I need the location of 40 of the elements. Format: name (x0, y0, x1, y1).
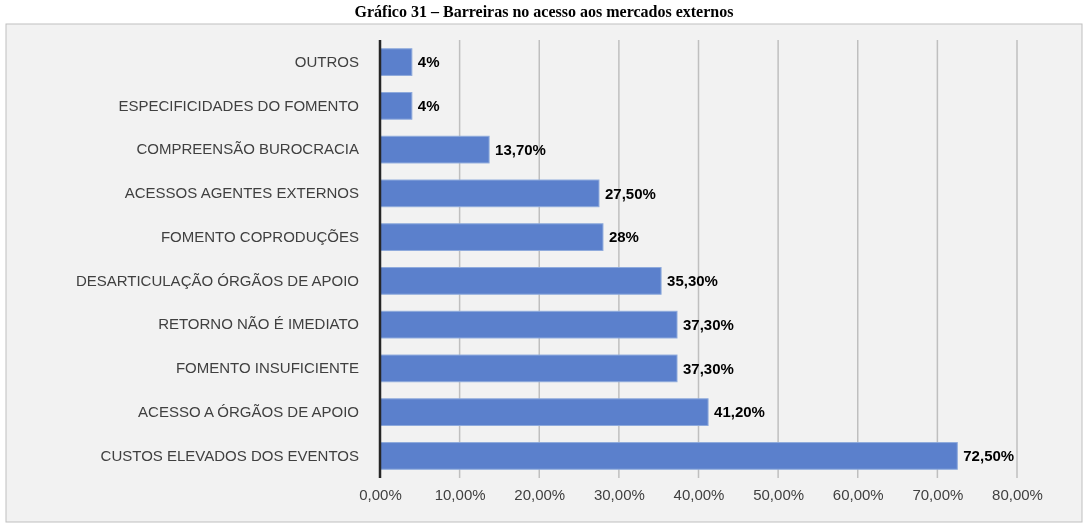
bar (379, 310, 678, 339)
data-label: 72,50% (963, 447, 1015, 465)
x-tick-label: 50,00% (753, 485, 805, 503)
bar (379, 48, 413, 76)
bar (379, 223, 604, 251)
x-tick-label: 0,00% (359, 485, 402, 503)
y-tick-label: DESARTICULAÇÃO ÓRGÃOS DE APOIO (75, 271, 359, 289)
chart-title: Gráfico 31 – Barreiras no acesso aos mercados externos (354, 3, 734, 20)
y-tick-label: COMPREENSÃO BUROCRACIA (136, 140, 359, 158)
data-label: 37,30% (683, 359, 734, 377)
y-tick-label: RETORNO NÃO É IMEDIATO (158, 315, 359, 333)
data-label: 28% (608, 228, 639, 246)
bar (379, 135, 490, 164)
data-label: 37,30% (683, 315, 734, 333)
x-tick-label: 60,00% (832, 485, 884, 503)
x-tick-label: 80,00% (992, 485, 1043, 503)
y-tick-label: CUSTOS ELEVADOS DOS EVENTOS (100, 446, 359, 464)
bar (379, 179, 600, 208)
y-tick-label: ACESSOS AGENTES EXTERNOS (124, 184, 359, 202)
data-label: 27,50% (604, 184, 656, 202)
y-tick-label: FOMENTO COPRODUÇÕES (160, 227, 359, 245)
x-tick-label: 40,00% (673, 485, 725, 503)
data-label: 4% (417, 97, 440, 115)
bar (379, 92, 413, 120)
data-label: 13,70% (495, 140, 546, 158)
y-tick-label: OUTROS (294, 52, 359, 70)
data-label: 41,20% (714, 403, 765, 421)
y-tick-label: FOMENTO INSUFICIENTE (175, 359, 359, 377)
bar (379, 267, 662, 295)
x-tick-label: 10,00% (434, 485, 486, 503)
bar (379, 398, 709, 426)
data-label: 35,30% (667, 272, 718, 290)
bar (379, 354, 678, 383)
x-tick-label: 30,00% (593, 485, 645, 503)
y-tick-label: ACESSO A ÓRGÃOS DE APOIO (138, 402, 359, 420)
x-tick-label: 20,00% (514, 485, 566, 503)
bar (379, 442, 958, 470)
x-tick-label: 70,00% (912, 485, 964, 503)
y-tick-label: ESPECIFICIDADES DO FOMENTO (118, 96, 359, 114)
data-label: 4% (417, 53, 440, 71)
